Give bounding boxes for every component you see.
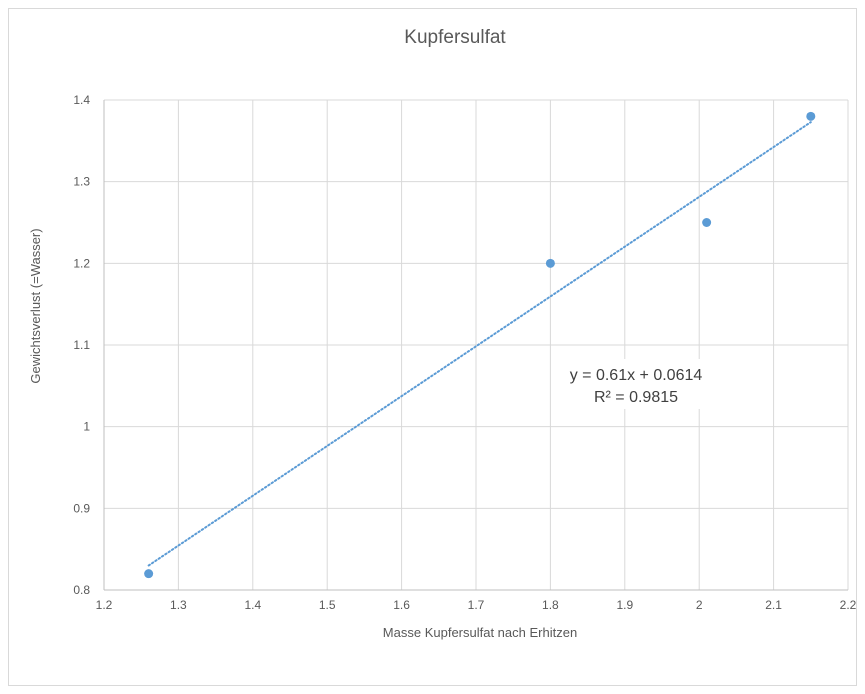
x-tick-label: 2.2 (840, 598, 857, 612)
trendline-layer (147, 121, 812, 567)
x-axis-title: Masse Kupfersulfat nach Erhitzen (383, 625, 577, 640)
axes (103, 100, 848, 591)
y-tick-label: 1.2 (73, 256, 90, 270)
y-axis-title: Gewichtsverlust (=Wasser) (28, 228, 43, 383)
tick-labels: 0.8 0.9 1 1.1 1.2 1.3 1.4 1.2 1.3 1.4 1.5 1.6 1.7 1.8… (73, 93, 856, 612)
data-point (545, 258, 555, 268)
y-tick-label: 0.9 (73, 501, 90, 515)
x-tick-label: 2 (696, 598, 703, 612)
chart-title: Kupfersulfat (404, 27, 506, 48)
x-tick-label: 1.6 (393, 598, 410, 612)
trendline (147, 121, 812, 567)
trendline-label: y = 0.61x + 0.0614 R² = 0.9815 (570, 359, 703, 409)
trendline-r-squared: R² = 0.9815 (594, 389, 678, 406)
trendline-label-background (570, 359, 702, 409)
data-points (144, 111, 816, 579)
x-tick-label: 1.4 (244, 598, 261, 612)
x-tick-label: 2.1 (765, 598, 782, 612)
x-tick-label: 1.9 (616, 598, 633, 612)
y-tick-label: 1.1 (73, 338, 90, 352)
y-tick-label: 1.4 (73, 93, 90, 107)
data-point (144, 569, 154, 579)
x-tick-label: 1.5 (319, 598, 336, 612)
y-tick-label: 1.3 (73, 175, 90, 189)
x-tick-label: 1.3 (170, 598, 187, 612)
y-tick-label: 1 (83, 420, 90, 434)
x-tick-label: 1.2 (96, 598, 113, 612)
gridlines (104, 99, 849, 590)
y-tick-label: 0.8 (73, 583, 90, 597)
data-point (702, 218, 712, 227)
x-tick-label: 1.7 (468, 598, 485, 612)
trendline-equation: y = 0.61x + 0.0614 (570, 367, 703, 384)
x-tick-label: 1.8 (542, 598, 559, 612)
data-point (806, 111, 816, 121)
